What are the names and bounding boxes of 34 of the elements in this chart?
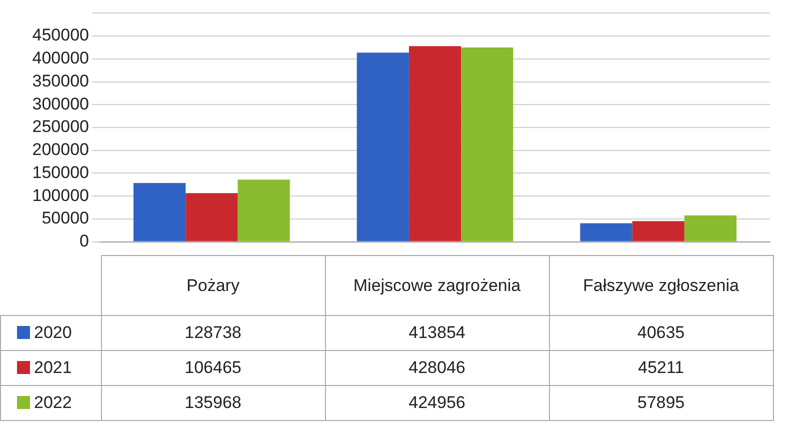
bar [134, 182, 186, 242]
y-tick-label: 0 [80, 231, 89, 250]
y-tick-label: 400000 [32, 48, 89, 68]
y-tick-label: 350000 [32, 71, 89, 90]
bar [356, 52, 409, 242]
bar [186, 193, 238, 242]
x-tick-label: Miejscowe zagrożenia [325, 256, 549, 316]
data-label: 413854 [325, 316, 549, 350]
bar [684, 215, 736, 242]
bar [238, 180, 290, 242]
y-tick-label: 100000 [32, 186, 89, 205]
data-label: 106465 [101, 350, 325, 386]
legend-label: 2020 [0, 316, 101, 350]
bar [461, 48, 514, 242]
y-tick-label: 300000 [32, 94, 89, 114]
data-label: 424956 [325, 386, 549, 420]
y-tick-label: 450000 [32, 26, 89, 45]
legend-label: 2022 [0, 386, 101, 420]
data-label: 40635 [549, 316, 773, 350]
data-label: 57895 [549, 386, 773, 420]
x-tick-label: Pożary [101, 256, 325, 316]
y-tick-label: 50000 [42, 208, 89, 228]
data-label: 428046 [325, 350, 549, 386]
bar [632, 221, 684, 242]
x-tick-label: Fałszywe zgłoszenia [549, 256, 773, 316]
data-label: 128738 [101, 316, 325, 350]
data-label: 45211 [549, 350, 773, 386]
bar [408, 46, 462, 242]
y-tick-label: 150000 [32, 162, 89, 182]
data-label: 135968 [101, 386, 325, 420]
y-tick-label: 200000 [32, 140, 89, 160]
bar [580, 223, 632, 242]
y-tick-label: 250000 [32, 117, 89, 136]
legend-label: 2021 [0, 350, 101, 386]
